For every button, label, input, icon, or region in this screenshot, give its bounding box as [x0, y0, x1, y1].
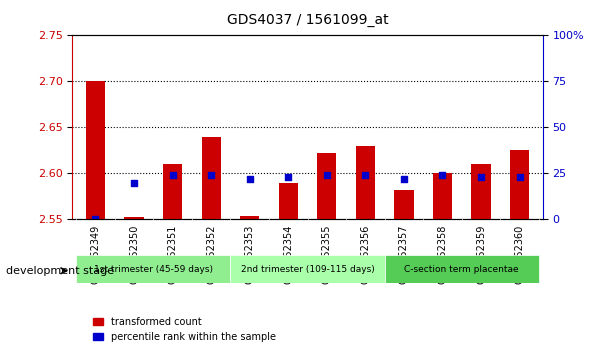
Bar — [124, 217, 144, 219]
Bar — [230, 255, 385, 283]
Bar — [433, 173, 452, 219]
Point — [90, 217, 100, 222]
Text: development stage: development stage — [6, 266, 114, 276]
Bar — [472, 164, 491, 219]
Bar — [163, 164, 182, 219]
Bar — [385, 255, 539, 283]
Point — [129, 180, 139, 185]
Title: GDS4037 / 1561099_at: GDS4037 / 1561099_at — [227, 13, 388, 27]
Point — [399, 176, 409, 182]
Point — [515, 174, 525, 180]
Bar — [510, 150, 529, 219]
Bar — [317, 153, 336, 219]
Point — [476, 174, 486, 180]
Point — [361, 172, 370, 178]
Point — [245, 176, 254, 182]
Point — [206, 172, 216, 178]
Bar — [201, 137, 221, 219]
Bar — [394, 190, 414, 219]
Text: 1st trimester (45-59 days): 1st trimester (45-59 days) — [94, 264, 213, 274]
Point — [438, 172, 447, 178]
Bar — [76, 255, 230, 283]
Point — [283, 174, 293, 180]
Bar — [356, 146, 375, 219]
Bar — [240, 216, 259, 219]
Bar — [279, 183, 298, 219]
Point — [322, 172, 332, 178]
Text: C-section term placentae: C-section term placentae — [405, 264, 519, 274]
Point — [168, 172, 177, 178]
Legend: transformed count, percentile rank within the sample: transformed count, percentile rank withi… — [89, 313, 280, 346]
Bar — [86, 81, 105, 219]
Text: 2nd trimester (109-115 days): 2nd trimester (109-115 days) — [241, 264, 374, 274]
